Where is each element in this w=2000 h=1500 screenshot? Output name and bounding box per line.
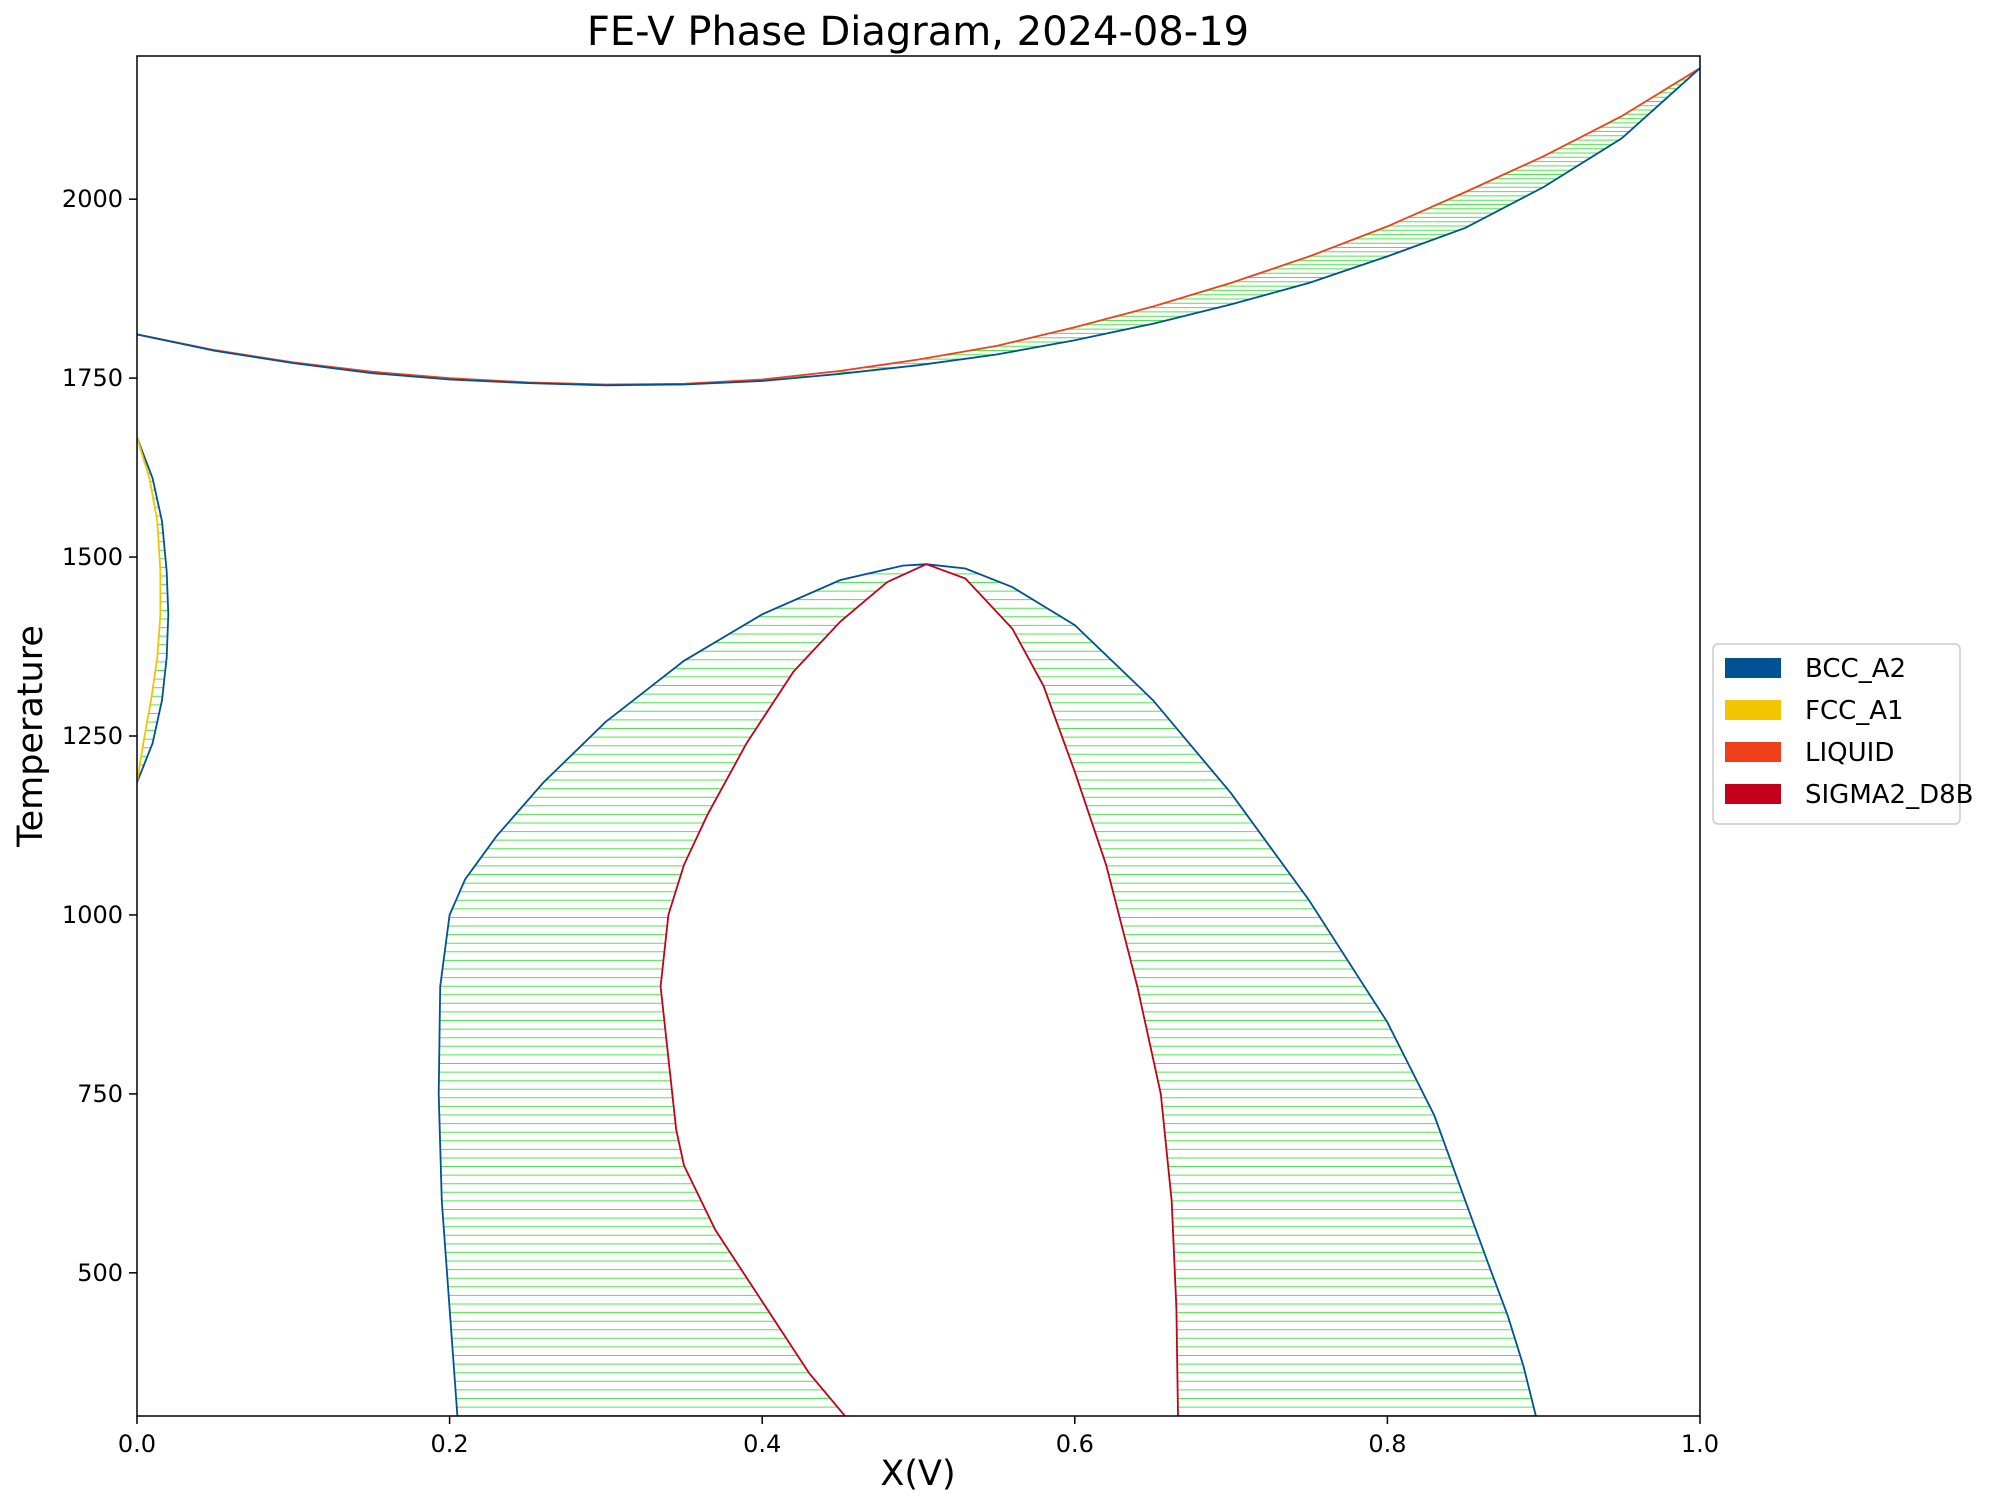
y-tick-label: 500: [77, 1259, 123, 1287]
boundary-bcc_a2: [137, 67, 1700, 387]
y-axis-label: Temperature: [11, 625, 51, 848]
y-tick-label: 1000: [62, 901, 123, 929]
legend-swatch-bcc_a2: [1725, 658, 1781, 678]
legend-label-liquid: LIQUID: [1805, 738, 1894, 768]
boundary-bcc_a2: [437, 563, 1537, 1416]
legend-swatch-liquid: [1725, 742, 1781, 762]
x-axis-label: X(V): [880, 1454, 955, 1494]
chart-title: FE-V Phase Diagram, 2024-08-19: [587, 9, 1249, 55]
x-tick-label: 0.6: [1056, 1430, 1094, 1458]
legend-label-fcc_a1: FCC_A1: [1805, 696, 1904, 726]
boundary-bcc_a2: [137, 437, 170, 783]
legend-label-bcc_a2: BCC_A2: [1805, 654, 1906, 684]
legend-box: [1712, 643, 1961, 825]
x-tick-label: 0.0: [118, 1430, 156, 1458]
x-axis-ticks: 0.0 0.2 0.4 0.6 0.8 1.0: [118, 1416, 1719, 1458]
x-tick-label: 0.2: [431, 1430, 469, 1458]
legend-swatch-fcc_a1: [1725, 700, 1781, 720]
legend-label-sigma2_d8b: SIGMA2_D8B: [1805, 780, 1973, 810]
boundary-liquid: [137, 67, 1700, 386]
x-tick-label: 0.8: [1368, 1430, 1406, 1458]
boundary-sigma2_d8b: [659, 563, 1179, 1416]
phase-boundary-layer: [137, 67, 1700, 1416]
legend-swatch-sigma2_d8b: [1725, 784, 1781, 804]
y-tick-label: 1500: [62, 543, 123, 571]
y-axis-ticks: 500 750 1000 1250 1500 1750 2000: [62, 185, 137, 1287]
y-tick-label: 1750: [62, 364, 123, 392]
boundary-fcc_a1: [137, 437, 162, 783]
tieline-layer: [137, 70, 1697, 1416]
y-tick-label: 1250: [62, 722, 123, 750]
x-tick-label: 1.0: [1681, 1430, 1719, 1458]
legend: BCC_A2 FCC_A1 LIQUID SIGMA2_D8B: [1712, 643, 1973, 825]
y-tick-label: 2000: [62, 185, 123, 213]
x-tick-label: 0.4: [743, 1430, 781, 1458]
y-tick-label: 750: [77, 1080, 123, 1108]
